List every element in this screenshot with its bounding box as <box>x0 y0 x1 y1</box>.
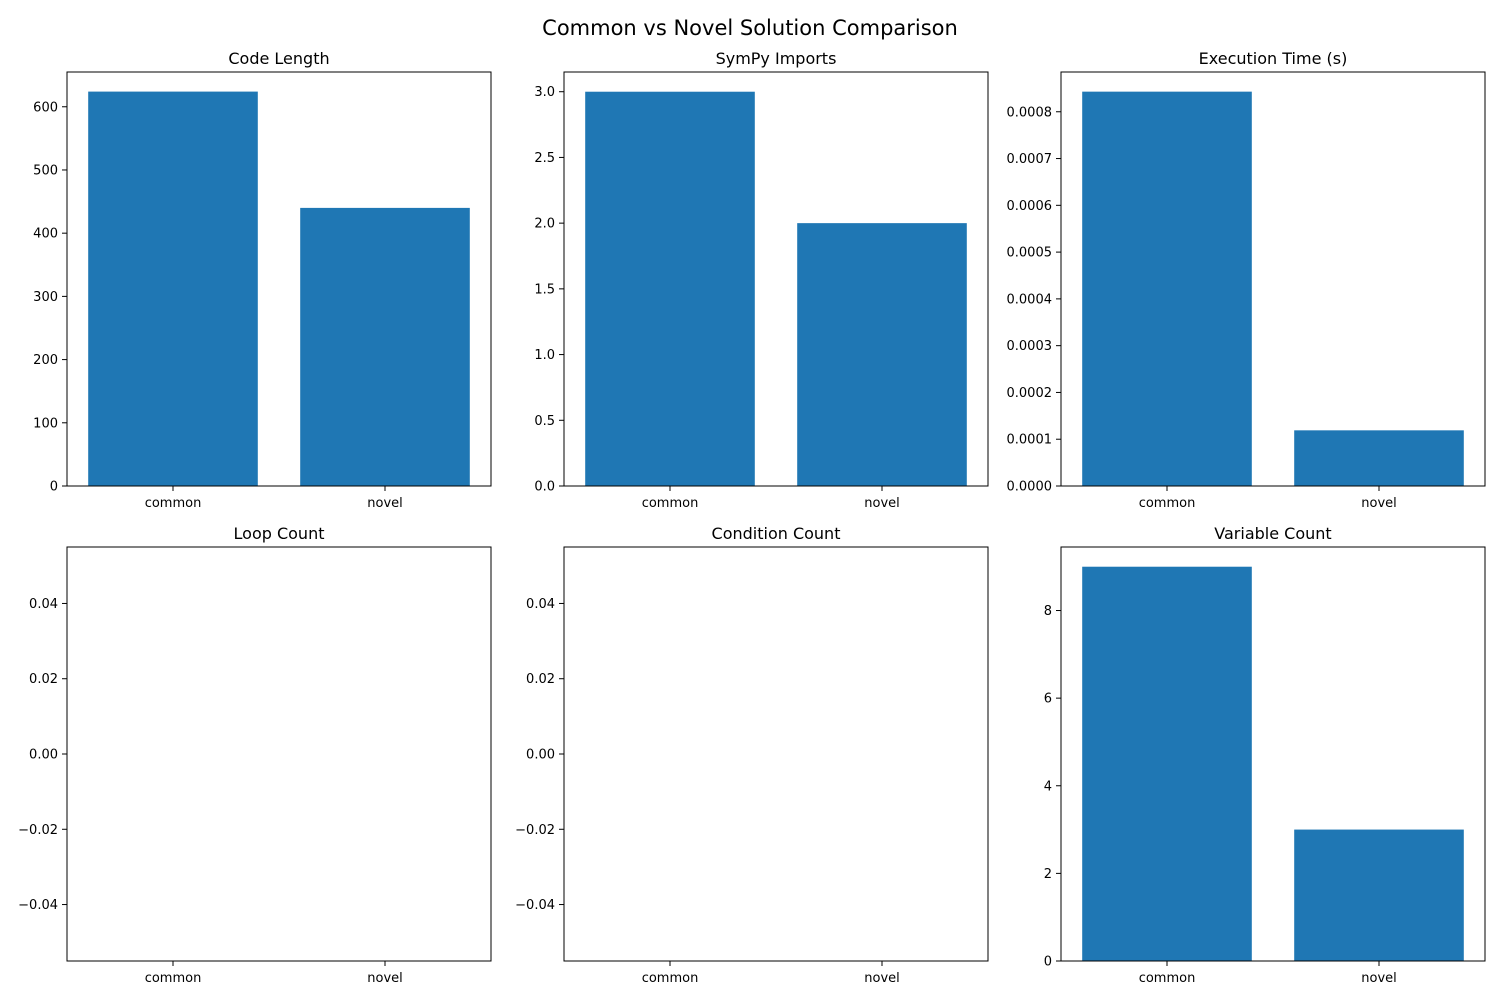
axes-frame <box>66 546 492 962</box>
subplot-title: SymPy Imports <box>716 49 837 68</box>
y-tick-label: 0.04 <box>29 597 58 612</box>
subplot: SymPy Imports 0.0 0.5 1.0 1.5 2.0 2.5 3.0 common… <box>534 49 989 511</box>
x-tick-label: common <box>1139 971 1196 986</box>
x-tick-label: common <box>642 496 699 511</box>
y-tick-label: 4 <box>1044 779 1052 794</box>
axes-frame <box>563 71 989 487</box>
y-tick-label: −0.04 <box>515 898 555 913</box>
y-tick-label: 1.0 <box>534 348 555 363</box>
y-tick-label: 2.5 <box>534 151 555 166</box>
subplot-title: Loop Count <box>234 524 325 543</box>
y-tick-label: 0.0005 <box>1007 246 1053 261</box>
y-tick-label: 0.04 <box>526 597 555 612</box>
subplot: Code Length 0 100 200 300 400 500 600 common nove… <box>33 49 492 511</box>
x-tick-label: novel <box>367 971 403 986</box>
bar-novel <box>797 223 967 486</box>
y-tick-label: 600 <box>33 100 58 115</box>
y-tick-label: 0.02 <box>29 672 58 687</box>
y-tick-label: 0.0007 <box>1007 152 1053 167</box>
y-tick-label: 6 <box>1044 692 1052 707</box>
axes-frame <box>563 546 989 962</box>
subplot: Loop Count −0.04 −0.02 0.00 0.02 0.04 common no… <box>18 524 492 986</box>
y-tick-label: 0.0006 <box>1007 199 1053 214</box>
y-tick-label: 0.0003 <box>1007 339 1053 354</box>
axes-frame <box>1060 546 1486 962</box>
y-tick-label: −0.02 <box>18 823 58 838</box>
y-tick-label: 0 <box>1044 955 1052 970</box>
subplots: Code Length 0 100 200 300 400 500 600 common nove… <box>18 49 1486 986</box>
bar-common <box>1082 91 1252 486</box>
y-tick-label: 0.5 <box>534 414 555 429</box>
y-tick-label: −0.02 <box>515 823 555 838</box>
y-tick-label: 0.00 <box>526 748 555 763</box>
y-tick-label: 0.0 <box>534 480 555 495</box>
x-tick-label: common <box>145 496 202 511</box>
y-tick-label: 2.0 <box>534 217 555 232</box>
figure-title: Common vs Novel Solution Comparison <box>542 16 958 40</box>
bar-common <box>585 91 755 486</box>
bar-common <box>88 91 258 486</box>
y-tick-label: 0.00 <box>29 748 58 763</box>
y-tick-label: 0 <box>50 480 58 495</box>
y-tick-label: 0.0002 <box>1007 386 1053 401</box>
axes-frame <box>66 71 492 487</box>
axes-frame <box>1060 71 1486 487</box>
y-tick-label: 0.02 <box>526 672 555 687</box>
x-tick-label: novel <box>1361 971 1397 986</box>
subplot-title: Execution Time (s) <box>1199 49 1348 68</box>
x-tick-label: novel <box>367 496 403 511</box>
y-tick-label: 400 <box>33 227 58 242</box>
y-tick-label: 8 <box>1044 604 1052 619</box>
bar-novel <box>300 207 470 486</box>
x-tick-label: common <box>642 971 699 986</box>
subplot-title: Condition Count <box>712 524 841 543</box>
y-tick-label: 300 <box>33 290 58 305</box>
y-tick-label: 1.5 <box>534 282 555 297</box>
bar-novel <box>1294 430 1464 486</box>
y-tick-label: 3.0 <box>534 85 555 100</box>
bar-common <box>1082 566 1252 961</box>
subplot: Execution Time (s) 0.0000 0.0001 0.0002 0.00… <box>1007 49 1486 511</box>
y-tick-label: 100 <box>33 416 58 431</box>
bar-novel <box>1294 829 1464 961</box>
y-tick-label: 2 <box>1044 867 1052 882</box>
y-tick-label: 0.0004 <box>1007 292 1053 307</box>
subplot: Condition Count −0.04 −0.02 0.00 0.02 0.04 com… <box>515 524 989 986</box>
y-tick-label: −0.04 <box>18 898 58 913</box>
subplot-title: Code Length <box>228 49 329 68</box>
y-tick-label: 0.0001 <box>1007 433 1053 448</box>
y-tick-label: 200 <box>33 353 58 368</box>
y-tick-label: 0.0008 <box>1007 105 1053 120</box>
x-tick-label: novel <box>1361 496 1397 511</box>
y-tick-label: 500 <box>33 163 58 178</box>
x-tick-label: common <box>1139 496 1196 511</box>
x-tick-label: novel <box>864 971 900 986</box>
x-tick-label: common <box>145 971 202 986</box>
subplot-title: Variable Count <box>1214 524 1331 543</box>
x-tick-label: novel <box>864 496 900 511</box>
subplot: Variable Count 0 2 4 6 8 common novel <box>1044 524 1486 986</box>
y-tick-label: 0.0000 <box>1007 480 1053 495</box>
